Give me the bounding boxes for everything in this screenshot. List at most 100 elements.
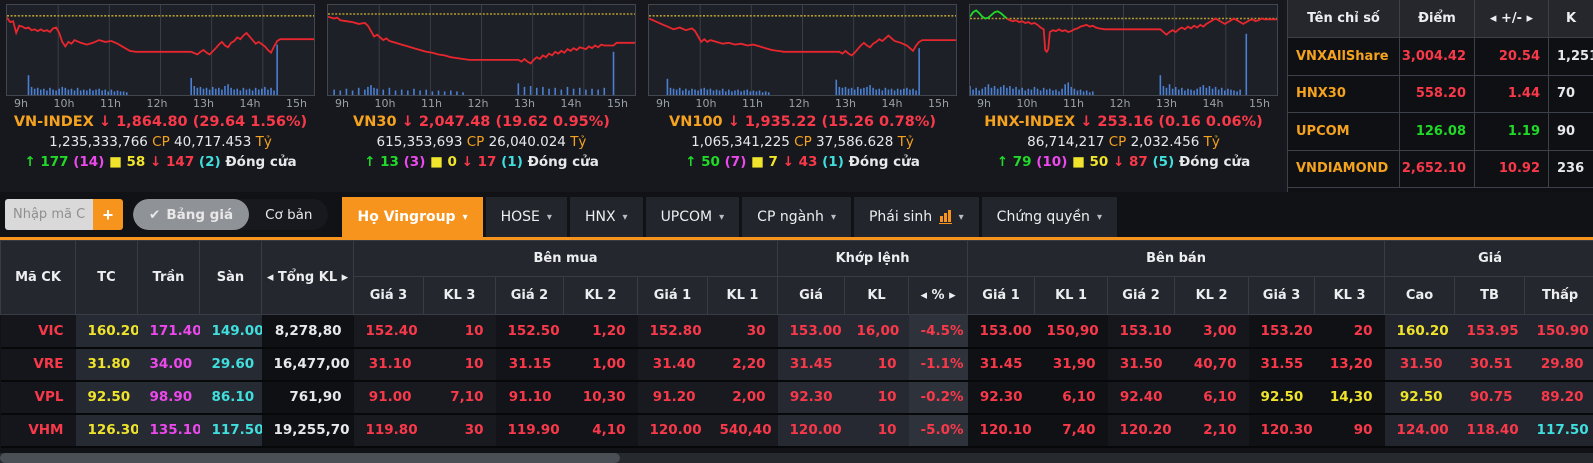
unit-label: Tỷ xyxy=(255,134,272,150)
tab-label: UPCOM xyxy=(660,209,713,225)
scrollbar-thumb[interactable] xyxy=(0,453,620,463)
price-cell: 540,40 xyxy=(707,413,778,448)
unit-label: Tỷ xyxy=(897,134,914,150)
price-cell: 30 xyxy=(423,413,496,448)
price-row-VHM[interactable]: VHM 126.30 135.10 117.50 19,255,70 119.80 30 11… xyxy=(0,413,1593,448)
index-name: HNX30 xyxy=(1288,75,1400,112)
intraday-chart xyxy=(969,4,1278,96)
decliners: ↓ 43 xyxy=(782,154,823,170)
price-cell: 150.90 xyxy=(1524,314,1593,349)
ceiling-count: (3) xyxy=(403,154,431,170)
tab-ho-vingroup[interactable]: Họ Vingroup ▾ xyxy=(342,197,483,237)
horizontal-scrollbar[interactable] xyxy=(0,453,1593,463)
price-cell: 14,30 xyxy=(1314,380,1385,415)
column-header-khop-lenh--[interactable]: ◂ % ▸ xyxy=(908,276,969,315)
group-header-gia: Giá xyxy=(1384,240,1593,277)
toggle-label: Bảng giá xyxy=(166,206,234,223)
turnover-value: 2,032.456 xyxy=(1130,134,1204,150)
price-cell: 91.10 xyxy=(495,380,564,415)
price-cell: 29.60 xyxy=(199,347,262,382)
bar-chart-icon xyxy=(939,209,952,224)
column-header-gia-tb: TB xyxy=(1454,276,1526,315)
session-status: Đóng cửa xyxy=(848,154,920,170)
unit-label: Tỷ xyxy=(1203,134,1220,150)
symbol-search-group: + xyxy=(5,199,123,230)
symbol-cell[interactable]: VIC xyxy=(0,314,76,349)
advancers: ↑ 177 xyxy=(24,154,74,170)
tab-cp-nganh[interactable]: CP ngành ▾ xyxy=(742,197,851,237)
price-cell: 31.50 xyxy=(1384,347,1455,382)
time-axis-label: 14h xyxy=(1202,97,1224,110)
price-cell: 149.00 xyxy=(199,314,262,349)
tab-hnx[interactable]: HNX ▾ xyxy=(569,197,643,237)
floor-count: (2) xyxy=(198,154,226,170)
add-symbol-button[interactable]: + xyxy=(93,199,123,230)
index-row-hnx30[interactable]: HNX30 558.20 1.44 70 xyxy=(1288,75,1593,113)
time-axis-label: 14h xyxy=(881,97,903,110)
price-cell: 90 xyxy=(1314,413,1385,448)
down-arrow-icon: ↓ xyxy=(1075,114,1098,130)
price-cell: 1,00 xyxy=(563,347,638,382)
time-axis-label: 15h xyxy=(286,97,307,110)
column-header-ben-mua-gia-2: Giá 2 xyxy=(495,276,564,315)
price-cell: 86.10 xyxy=(199,380,262,415)
intraday-chart xyxy=(6,4,315,96)
tab-upcom[interactable]: UPCOM ▾ xyxy=(645,197,740,237)
chevron-down-icon: ▾ xyxy=(622,211,628,223)
time-axis-label: 15h xyxy=(928,97,949,110)
index-name: VN100 xyxy=(669,114,723,130)
index-extra: 90 xyxy=(1557,123,1576,139)
price-cell: 19,255,70 xyxy=(261,413,354,448)
tab-phai-sinh[interactable]: Phái sinh ▾ xyxy=(853,197,979,237)
index-volume-line: 86,714,217 CP 2,032.456 Tỷ xyxy=(969,132,1278,152)
price-row-VIC[interactable]: VIC 160.20 171.40 149.00 8,278,80 152.40 10 152… xyxy=(0,314,1593,349)
index-row-upcom[interactable]: UPCOM 126.08 1.19 90 xyxy=(1288,113,1593,151)
index-row-vndiamond[interactable]: VNDIAMOND 2,652.10 10.92 236 xyxy=(1288,150,1593,188)
price-cell: 171.40 xyxy=(137,314,200,349)
price-row-VRE[interactable]: VRE 31.80 34.00 29.60 16,477,00 31.10 10 31.15 1… xyxy=(0,347,1593,382)
price-cell: 2,00 xyxy=(707,380,778,415)
price-row-VPL[interactable]: VPL 92.50 98.90 86.10 761,90 91.00 7,10 91.10 10… xyxy=(0,380,1593,415)
shares-traded: 1,235,333,766 xyxy=(49,134,153,150)
price-cell: 1,20 xyxy=(563,314,638,349)
price-cell: 91.00 xyxy=(353,380,424,415)
session-status: Đóng cửa xyxy=(1178,154,1251,170)
index-header-ten-chi-so: Tên chỉ số xyxy=(1288,0,1400,37)
price-cell: 153.10 xyxy=(1107,314,1175,349)
price-table: Mã CK TC Trần Sàn ◂ Tổng KL ▸ Bên mua Khớp lện… xyxy=(0,240,1593,448)
price-cell: 40,70 xyxy=(1174,347,1249,382)
column-header-khop-lenh-gia: Giá xyxy=(777,276,846,315)
column-header-ben-mua-gia-1: Giá 1 xyxy=(637,276,708,315)
index-charts-row: 9h 10h 11h 12h 13h 14h 15h VN-INDEX ↓ 1,864.80 … xyxy=(0,0,1287,192)
time-axis-label: 9h xyxy=(14,97,28,110)
unit-label: Tỷ xyxy=(570,134,587,150)
time-axis-label: 14h xyxy=(239,97,261,110)
symbol-cell[interactable]: VRE xyxy=(0,347,76,382)
cp-label: CP xyxy=(466,134,489,150)
price-cell: 3,00 xyxy=(1174,314,1249,349)
price-cell: -1.1% xyxy=(908,347,968,382)
toggle-co-ban[interactable]: Cơ bản xyxy=(249,199,328,230)
turnover-value: 37,586.628 xyxy=(816,134,898,150)
price-cell: 120.10 xyxy=(967,413,1035,448)
index-name: UPCOM xyxy=(1288,113,1400,150)
index-header--iem: Điểm xyxy=(1400,0,1475,37)
symbol-cell[interactable]: VHM xyxy=(0,413,76,448)
index-extra: 70 xyxy=(1557,86,1576,102)
toggle-bang-gia[interactable]: ✔ Bảng giá xyxy=(133,199,250,230)
shares-traded: 86,714,217 xyxy=(1027,134,1109,150)
chevron-down-icon: ▾ xyxy=(830,211,836,223)
index-change: 1.19 xyxy=(1475,113,1549,150)
search-input[interactable] xyxy=(5,199,93,230)
price-cell: 7,40 xyxy=(1034,413,1108,448)
tab-hose[interactable]: HOSE ▾ xyxy=(485,197,567,237)
symbol-cell[interactable]: VPL xyxy=(0,380,76,415)
index-value: 1,864.80 xyxy=(116,114,193,130)
index-header-k: K xyxy=(1565,11,1577,26)
price-cell: 31.45 xyxy=(967,347,1035,382)
column-header--tong-kl-[interactable]: ◂ Tổng KL ▸ xyxy=(261,240,354,315)
intraday-chart xyxy=(648,4,957,96)
index-header--[interactable]: ◂ +/- ▸ xyxy=(1475,0,1549,37)
tab-chung-quyen[interactable]: Chứng quyền ▾ xyxy=(981,197,1117,237)
